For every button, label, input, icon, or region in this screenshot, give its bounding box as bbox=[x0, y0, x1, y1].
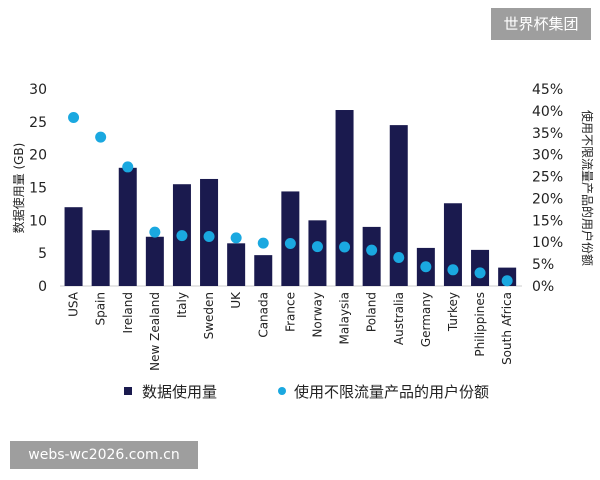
left-axis-ticks: 0 5 10 15 20 25 30 bbox=[29, 82, 47, 295]
left-tick-label: 0 bbox=[38, 279, 47, 295]
url-badge: webs-wc2026.com.cn bbox=[10, 441, 198, 469]
bar-usa bbox=[64, 207, 83, 286]
left-tick-label: 10 bbox=[29, 213, 47, 229]
right-tick-label: 10% bbox=[532, 235, 563, 251]
bar-australia bbox=[389, 125, 408, 286]
legend-dot-swatch bbox=[278, 387, 286, 395]
bar-series bbox=[64, 110, 517, 286]
category-label: Spain bbox=[94, 292, 108, 326]
right-axis-ticks: 0% 5% 10% 15% 20% 25% 30% 35% 40% 45% bbox=[532, 82, 563, 295]
legend-dot-label: 使用不限流量产品的用户份额 bbox=[294, 383, 489, 401]
dot-south-africa bbox=[501, 275, 513, 287]
bar-canada bbox=[254, 255, 273, 286]
dot-philippines bbox=[474, 267, 486, 279]
category-label: Norway bbox=[310, 292, 324, 338]
right-tick-label: 5% bbox=[532, 257, 554, 273]
bar-spain bbox=[91, 230, 110, 286]
category-labels: USA Spain Ireland New Zealand Italy Sweden UK C… bbox=[67, 291, 515, 371]
left-tick-label: 5 bbox=[38, 246, 47, 262]
category-label: Ireland bbox=[121, 292, 135, 334]
dot-italy bbox=[176, 230, 188, 242]
category-label: Germany bbox=[419, 292, 433, 347]
category-label: France bbox=[283, 292, 297, 332]
category-label: South Africa bbox=[500, 292, 514, 365]
legend-bar-swatch bbox=[124, 387, 132, 395]
right-tick-label: 30% bbox=[532, 148, 563, 164]
category-label: Australia bbox=[392, 292, 406, 345]
dot-ireland bbox=[122, 161, 134, 173]
category-label: Philippines bbox=[473, 292, 487, 357]
category-label: Canada bbox=[256, 292, 270, 338]
right-tick-label: 25% bbox=[532, 170, 563, 186]
dot-malaysia bbox=[339, 241, 351, 253]
bar-new-zealand bbox=[145, 236, 164, 286]
bar-norway bbox=[308, 220, 327, 286]
category-label: Turkey bbox=[446, 292, 460, 332]
category-label: UK bbox=[229, 291, 243, 309]
category-label: Italy bbox=[175, 292, 189, 318]
category-label: Malaysia bbox=[338, 292, 352, 344]
right-tick-label: 40% bbox=[532, 104, 563, 120]
dot-spain bbox=[95, 131, 107, 143]
dot-france bbox=[284, 238, 296, 250]
dot-sweden bbox=[203, 231, 215, 243]
dot-turkey bbox=[447, 264, 459, 276]
category-label: New Zealand bbox=[148, 292, 162, 371]
dot-poland bbox=[366, 244, 378, 256]
dot-australia bbox=[393, 252, 405, 264]
category-label: Sweden bbox=[202, 292, 216, 339]
bar-malaysia bbox=[335, 110, 354, 286]
right-tick-label: 20% bbox=[532, 191, 563, 207]
dot-norway bbox=[311, 241, 323, 253]
legend: 数据使用量 使用不限流量产品的用户份额 bbox=[124, 383, 489, 401]
left-axis-title: 数据使用量 (GB) bbox=[11, 143, 26, 234]
right-tick-label: 35% bbox=[532, 126, 563, 142]
bar-turkey bbox=[443, 203, 462, 286]
dot-usa bbox=[68, 111, 80, 123]
bar-uk bbox=[227, 243, 246, 286]
right-tick-label: 45% bbox=[532, 82, 563, 98]
left-tick-label: 15 bbox=[29, 181, 47, 197]
right-tick-label: 0% bbox=[532, 279, 554, 295]
left-tick-label: 20 bbox=[29, 148, 47, 164]
right-axis-title: 使用不限流量产品的用户份额 bbox=[580, 110, 595, 266]
bar-ireland bbox=[118, 167, 137, 286]
category-label: USA bbox=[67, 291, 81, 317]
left-tick-label: 25 bbox=[29, 115, 47, 131]
dot-new-zealand bbox=[149, 226, 161, 238]
dot-uk bbox=[230, 232, 242, 244]
left-tick-label: 30 bbox=[29, 82, 47, 98]
category-label: Poland bbox=[365, 292, 379, 332]
watermark-badge: 世界杯集团 bbox=[491, 8, 591, 40]
bar-poland bbox=[362, 226, 381, 286]
legend-bar-label: 数据使用量 bbox=[142, 383, 217, 401]
dot-series bbox=[68, 111, 513, 287]
dot-germany bbox=[420, 261, 432, 273]
right-tick-label: 15% bbox=[532, 213, 563, 229]
dot-canada bbox=[257, 237, 269, 249]
